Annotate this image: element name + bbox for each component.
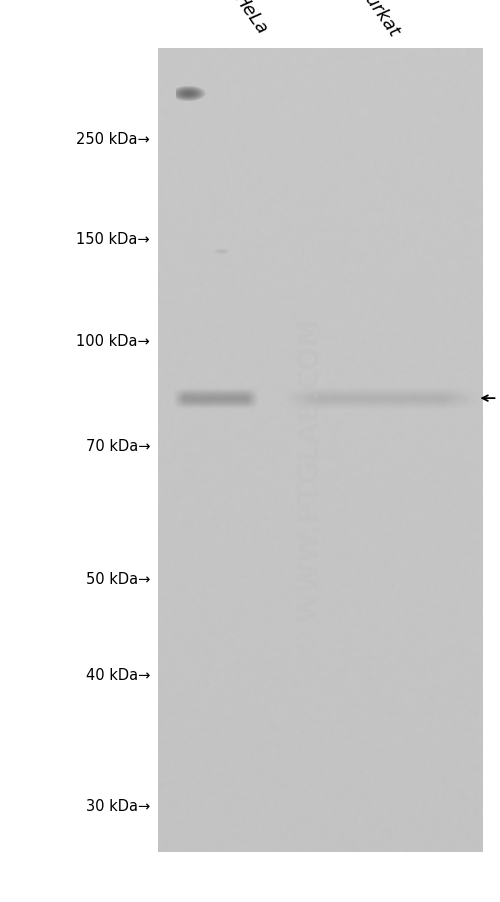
Text: 70 kDa→: 70 kDa→ <box>86 439 150 454</box>
Text: 150 kDa→: 150 kDa→ <box>76 232 150 246</box>
Text: 250 kDa→: 250 kDa→ <box>76 133 150 147</box>
Text: 50 kDa→: 50 kDa→ <box>86 572 150 586</box>
Text: Jurkat: Jurkat <box>360 0 405 38</box>
Text: 30 kDa→: 30 kDa→ <box>86 798 150 813</box>
Text: 40 kDa→: 40 kDa→ <box>86 667 150 682</box>
Text: WWW.PTGLAB.COM: WWW.PTGLAB.COM <box>296 317 324 621</box>
Text: HeLa: HeLa <box>230 0 271 38</box>
Text: 100 kDa→: 100 kDa→ <box>76 334 150 348</box>
